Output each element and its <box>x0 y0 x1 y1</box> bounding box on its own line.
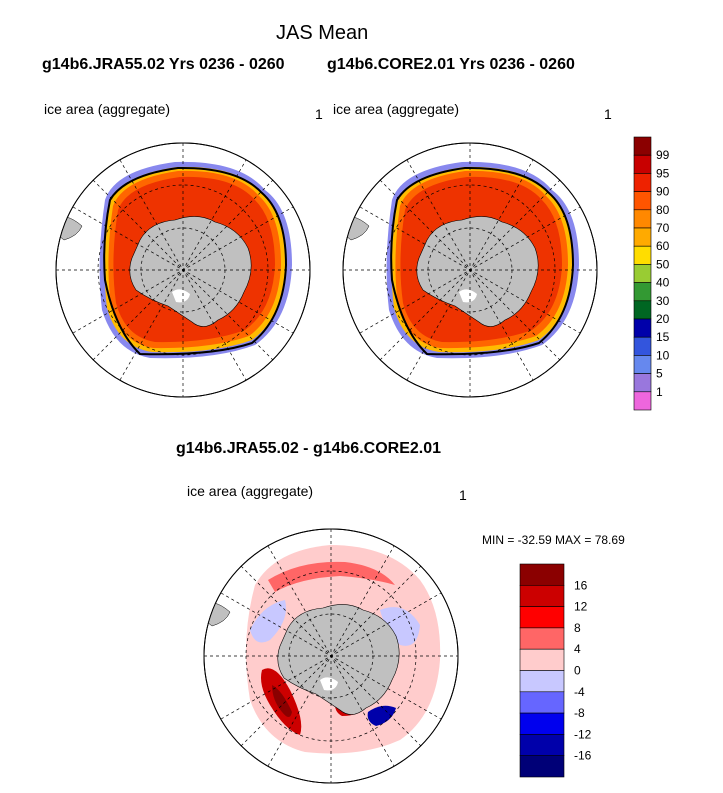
colorbar-abs-swatch <box>633 173 652 192</box>
polar-map-jra55 <box>55 142 311 398</box>
colorbar-diff-swatch <box>519 670 565 693</box>
colorbar-abs-swatch <box>633 191 652 211</box>
colorbar-abs-swatch <box>633 300 652 320</box>
colorbar-abs-tick-label: 1 <box>656 385 663 399</box>
diff-negative-patch <box>380 607 420 646</box>
polar-map-core2 <box>342 142 598 398</box>
colorbar-abs-swatch <box>633 391 652 411</box>
colorbar-abs-tick-label: 15 <box>656 330 670 344</box>
sea-ice-extent-contour <box>390 166 575 356</box>
colorbar-abs-swatch <box>633 136 652 156</box>
diff-positive-band <box>268 561 395 592</box>
panel-number-diff: 1 <box>459 487 467 503</box>
colorbar-abs-swatch <box>633 318 652 338</box>
polar-map-difference <box>203 528 459 784</box>
diff-strong-positive <box>272 685 292 717</box>
colorbar-diff-tick-label: 12 <box>574 600 588 614</box>
colorbar-diff-tick-label: 8 <box>574 621 581 635</box>
colorbar-diff-swatch <box>519 584 565 607</box>
colorbar-abs-tick-label: 40 <box>656 276 670 290</box>
colorbar-diff-tick-label: 0 <box>574 664 581 678</box>
colorbar-abs-swatch <box>633 245 652 265</box>
colorbar-abs-tick-label: 50 <box>656 257 670 271</box>
colorbar-abs-tick-label: 10 <box>656 348 670 362</box>
panel-label-jra55: ice area (aggregate) <box>44 101 171 117</box>
figure-title: JAS Mean <box>276 22 369 44</box>
colorbar-diff-tick-label: 4 <box>574 642 581 656</box>
colorbar-abs-swatch <box>633 154 652 174</box>
colorbar-abs-tick-label: 60 <box>656 239 670 253</box>
sea-ice-extent-contour <box>103 166 288 356</box>
colorbar-diff-tick-label: -8 <box>574 706 585 720</box>
colorbar-diff-swatch <box>519 627 565 650</box>
colorbar-abs-tick-label: 99 <box>656 148 670 162</box>
antarctica <box>129 216 252 327</box>
colorbar-abs-tick-label: 80 <box>656 203 670 217</box>
colorbar-abs-swatch <box>633 264 652 283</box>
antarctica <box>416 216 539 327</box>
panel-label-core2: ice area (aggregate) <box>333 101 460 117</box>
ice-shelf <box>172 289 190 303</box>
panel-label-diff: ice area (aggregate) <box>187 483 314 499</box>
colorbar-diff-swatch <box>519 712 565 735</box>
minmax-text: MIN = -32.59 MAX = 78.69 <box>482 533 625 547</box>
colorbar-diff-swatch <box>519 606 565 629</box>
panel-number-jra55: 1 <box>315 106 323 122</box>
diff-title: g14b6.JRA55.02 - g14b6.CORE2.01 <box>176 440 442 457</box>
colorbar-diff-swatch <box>519 734 565 757</box>
right-case-title: g14b6.CORE2.01 Yrs 0236 - 0260 <box>327 56 575 73</box>
colorbar-diff-swatch <box>519 563 565 586</box>
colorbar-diff-swatch <box>519 691 565 714</box>
colorbar-abs-swatch <box>633 209 652 229</box>
colorbar-abs-swatch <box>633 227 652 247</box>
colorbar-abs-tick-label: 20 <box>656 312 670 326</box>
ice-shelf <box>459 289 477 303</box>
colorbar-abs-tick-label: 70 <box>656 221 670 235</box>
diff-negative-patch <box>250 600 286 643</box>
colorbar-diff-tick-label: 16 <box>574 578 588 592</box>
colorbar-diff-tick-label: -4 <box>574 685 585 699</box>
colorbar-diff-swatch <box>519 648 565 671</box>
colorbar-abs-swatch <box>633 355 652 374</box>
ice-shelf <box>320 677 338 691</box>
colorbar-abs-tick-label: 5 <box>656 367 663 381</box>
left-case-title: g14b6.JRA55.02 Yrs 0236 - 0260 <box>42 56 285 73</box>
panel-number-core2: 1 <box>604 106 612 122</box>
colorbar-abs-swatch <box>633 336 652 356</box>
colorbar-abs-swatch <box>633 373 652 393</box>
diff-strong-negative <box>367 705 396 726</box>
colorbar-abs-tick-label: 95 <box>656 166 670 180</box>
colorbar-abs-swatch <box>633 282 652 302</box>
colorbar-diff-tick-label: -12 <box>574 727 592 741</box>
antarctica <box>277 604 400 715</box>
colorbar-diff-tick-label: -16 <box>574 749 592 763</box>
colorbar-abs-tick-label: 90 <box>656 185 670 199</box>
colorbar-ice-area: 99 95 90 80 70 60 50 40 30 20 15 10 5 1 <box>633 136 670 411</box>
colorbar-difference: 16 12 8 4 0 -4 -8 -12 -16 <box>519 563 592 778</box>
colorbar-abs-tick-label: 30 <box>656 294 670 308</box>
colorbar-diff-swatch <box>519 755 565 778</box>
